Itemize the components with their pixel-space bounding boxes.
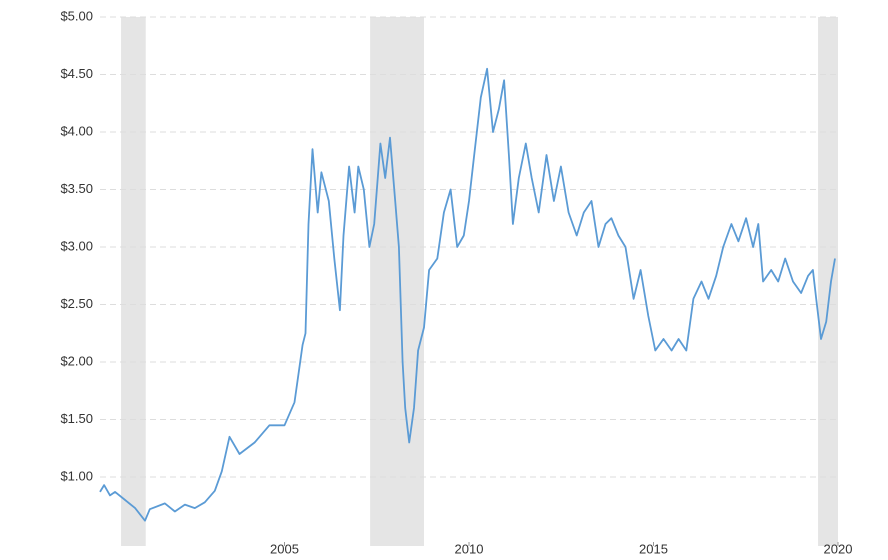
y-tick-label: $5.00 <box>60 8 93 23</box>
x-tick-label: 2020 <box>824 541 853 556</box>
x-tick-label: 2010 <box>455 541 484 556</box>
shaded-period <box>818 17 838 546</box>
x-tick-label: 2005 <box>270 541 299 556</box>
y-tick-label: $4.50 <box>60 66 93 81</box>
shaded-period <box>121 17 146 546</box>
y-tick-label: $1.00 <box>60 468 93 483</box>
x-tick-label: 2015 <box>639 541 668 556</box>
y-tick-label: $2.50 <box>60 296 93 311</box>
y-tick-label: $3.50 <box>60 181 93 196</box>
shaded-period <box>370 17 424 546</box>
y-tick-label: $2.00 <box>60 353 93 368</box>
y-tick-label: $4.00 <box>60 123 93 138</box>
price-line <box>99 67 836 522</box>
y-tick-label: $1.50 <box>60 411 93 426</box>
y-tick-label: $3.00 <box>60 238 93 253</box>
